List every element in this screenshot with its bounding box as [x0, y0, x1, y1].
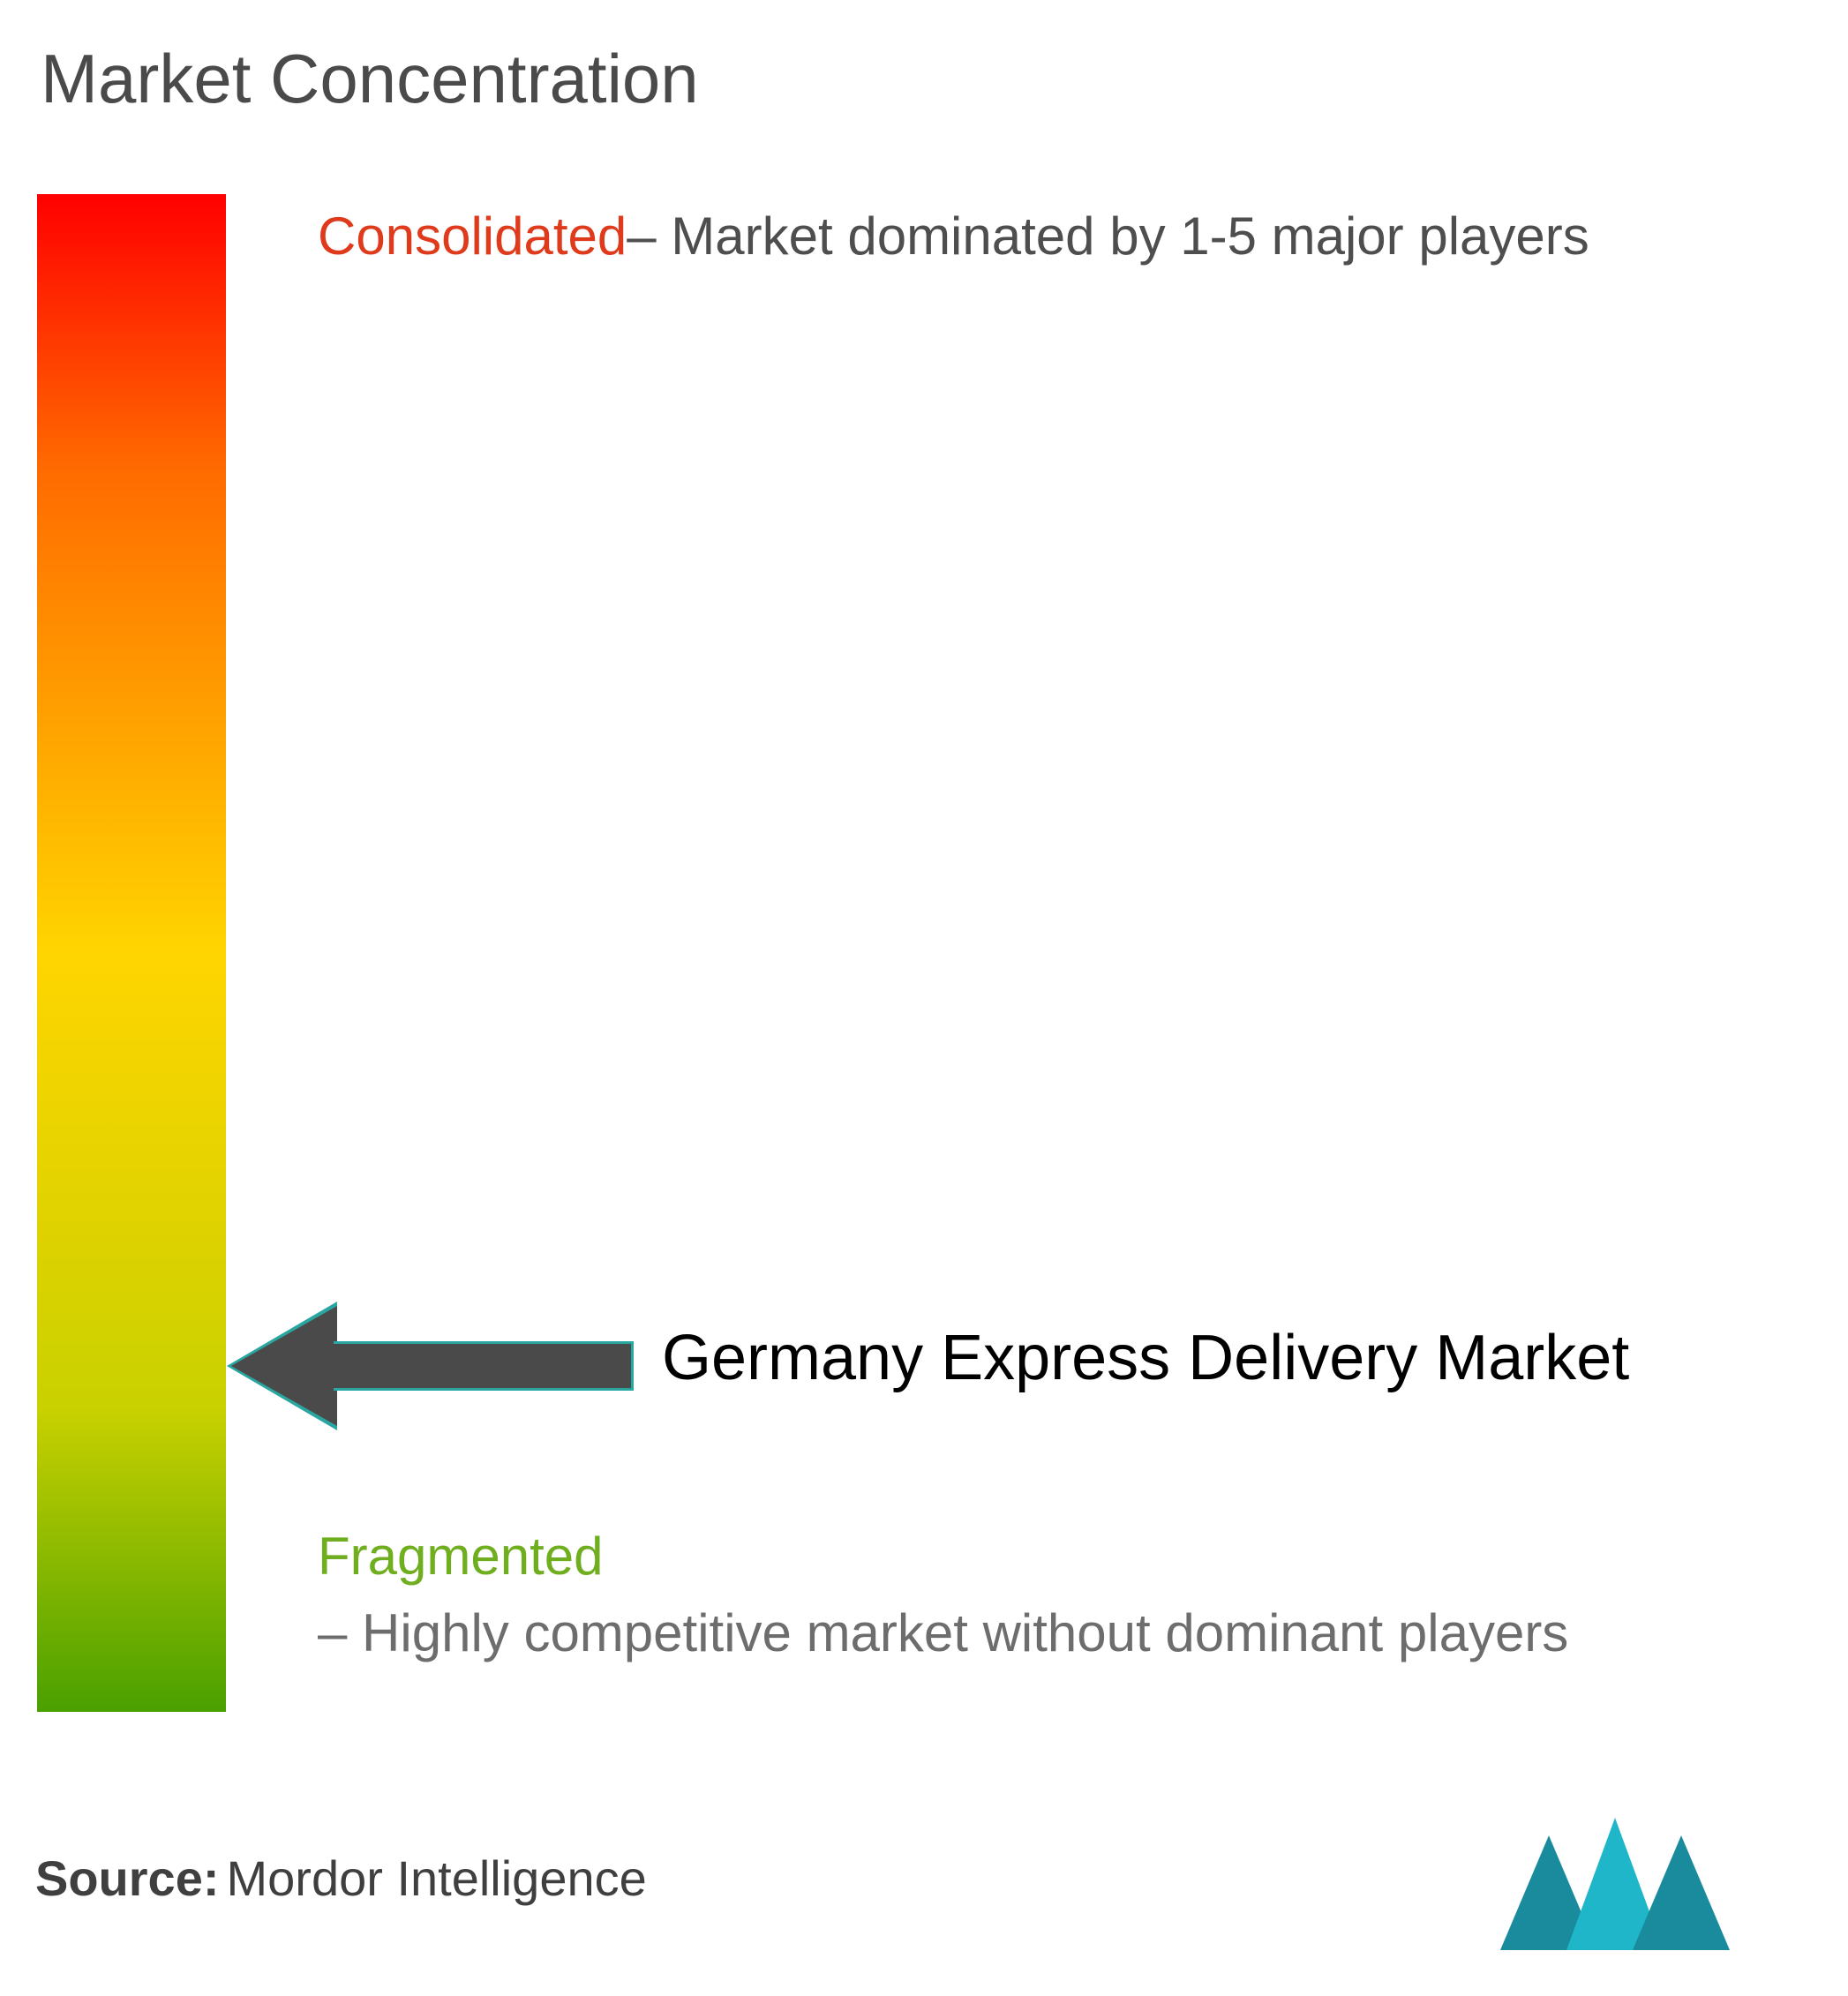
arrow-shaft [334, 1341, 634, 1391]
market-name-label: Germany Express Delivery Market [662, 1318, 1765, 1398]
source-label: Source: [35, 1850, 220, 1907]
consolidated-description: – Market dominated by 1-5 major players [627, 198, 1589, 274]
page-title: Market Concentration [41, 39, 699, 119]
consolidated-term: Consolidated [318, 198, 627, 274]
source-attribution: Source: Mordor Intelligence [35, 1850, 647, 1907]
mordor-logo-icon [1500, 1818, 1730, 1950]
arrow-head-icon [231, 1306, 337, 1426]
fragmented-description: – Highly competitive market without domi… [318, 1595, 1568, 1671]
fragmented-label-row: Fragmented – Highly competitive market w… [318, 1518, 1818, 1671]
concentration-gradient-bar [37, 194, 226, 1712]
source-value: Mordor Intelligence [227, 1850, 647, 1907]
fragmented-term: Fragmented [318, 1518, 604, 1595]
consolidated-label-row: Consolidated – Market dominated by 1-5 m… [318, 198, 1818, 274]
